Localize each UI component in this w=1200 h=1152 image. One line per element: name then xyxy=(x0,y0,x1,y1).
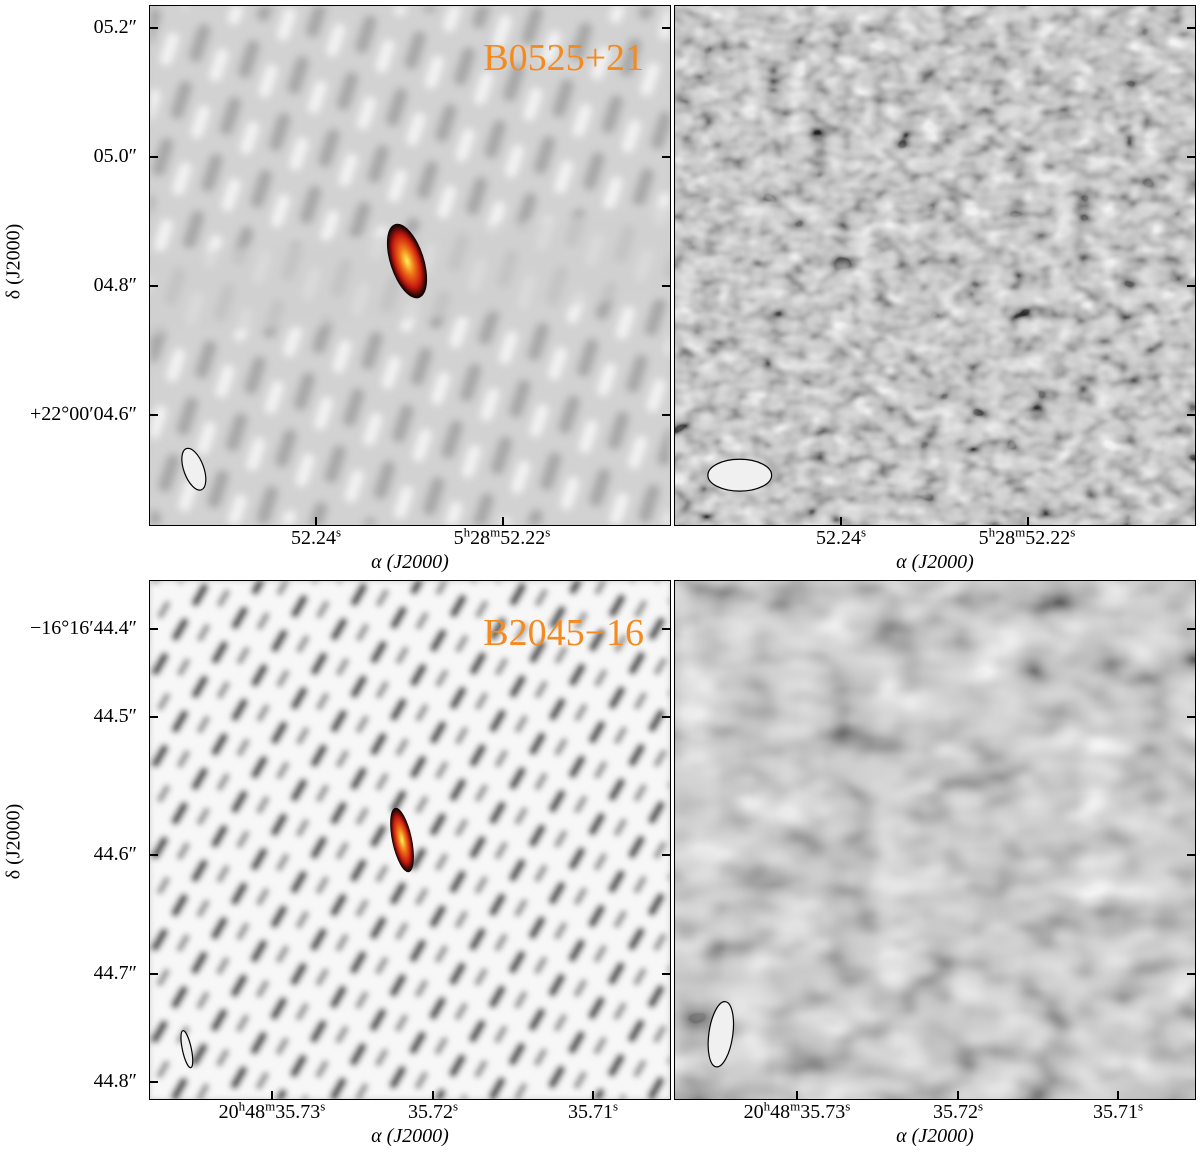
tick xyxy=(662,27,671,29)
x-axis-title: α (J2000) xyxy=(371,551,449,573)
tick xyxy=(957,1091,959,1100)
tick xyxy=(662,628,671,630)
x-axis-title: α (J2000) xyxy=(896,551,974,573)
tick xyxy=(1027,517,1029,526)
tick xyxy=(662,973,671,975)
panel-bottom-right xyxy=(674,580,1196,1100)
tick xyxy=(149,285,158,287)
x-tick-label: 20h48m35.73s xyxy=(218,1098,326,1123)
tick xyxy=(149,414,158,416)
source-peak-bottom xyxy=(390,807,414,873)
x-tick-label: 52.24s xyxy=(290,524,342,549)
panel-top-right xyxy=(674,5,1196,526)
tick xyxy=(1187,628,1196,630)
tick xyxy=(662,156,671,158)
x-tick-label: 52.24s xyxy=(815,524,867,549)
tick xyxy=(1187,156,1196,158)
tick xyxy=(1187,973,1196,975)
tick xyxy=(149,156,158,158)
beam-ellipse xyxy=(181,447,207,491)
source-label: B0525+21 xyxy=(483,37,644,79)
y-tick-label: +22°00′04.6″ xyxy=(30,403,137,425)
tick xyxy=(315,517,317,526)
tick xyxy=(1117,1091,1119,1100)
tick xyxy=(662,716,671,718)
image-top-left xyxy=(150,6,670,525)
panel-bottom-left: B2045−16 xyxy=(149,580,671,1100)
beam-ellipse xyxy=(707,1001,735,1068)
tick xyxy=(149,973,158,975)
image-top-right xyxy=(675,6,1195,525)
tick xyxy=(1187,27,1196,29)
x-tick-label: 5h28m52.22s xyxy=(453,524,551,549)
tick xyxy=(271,1091,273,1100)
x-tick-label: 35.72s xyxy=(407,1098,459,1123)
beam-ellipse xyxy=(707,458,773,492)
tick xyxy=(149,716,158,718)
x-tick-label: 20h48m35.73s xyxy=(743,1098,851,1123)
tick xyxy=(662,414,671,416)
y-axis-title: δ (J2000) xyxy=(2,223,25,300)
y-tick-label: 44.7″ xyxy=(93,962,137,984)
tick xyxy=(149,1081,158,1083)
x-axis-title: α (J2000) xyxy=(896,1125,974,1147)
tick xyxy=(502,517,504,526)
y-tick-label: 44.8″ xyxy=(93,1070,137,1092)
y-axis-title: δ (J2000) xyxy=(2,803,25,880)
tick xyxy=(662,854,671,856)
tick xyxy=(1187,285,1196,287)
tick xyxy=(796,1091,798,1100)
y-tick-label: 44.6″ xyxy=(93,843,137,865)
tick xyxy=(1187,414,1196,416)
panel-top-left: B0525+21 xyxy=(149,5,671,526)
source-label: B2045−16 xyxy=(483,612,644,654)
tick xyxy=(840,517,842,526)
tick xyxy=(432,1091,434,1100)
y-tick-label: 05.0″ xyxy=(93,145,137,167)
image-bottom-left xyxy=(150,581,670,1099)
y-tick-label: 44.5″ xyxy=(93,705,137,727)
tick xyxy=(1187,854,1196,856)
tick xyxy=(1187,716,1196,718)
y-tick-label: 04.8″ xyxy=(93,274,137,296)
y-tick-label: 05.2″ xyxy=(93,16,137,38)
image-bottom-right xyxy=(675,581,1195,1099)
x-tick-label: 35.71s xyxy=(1092,1098,1144,1123)
tick xyxy=(662,285,671,287)
tick xyxy=(149,854,158,856)
beam-ellipse xyxy=(180,1030,194,1069)
x-axis-title: α (J2000) xyxy=(371,1125,449,1147)
y-tick-label: −16°16′44.4″ xyxy=(30,617,137,639)
x-tick-label: 35.72s xyxy=(932,1098,984,1123)
tick xyxy=(592,1091,594,1100)
tick xyxy=(149,27,158,29)
source-peak-top xyxy=(386,223,428,299)
x-tick-label: 5h28m52.22s xyxy=(978,524,1076,549)
x-tick-label: 35.71s xyxy=(567,1098,619,1123)
tick xyxy=(149,628,158,630)
